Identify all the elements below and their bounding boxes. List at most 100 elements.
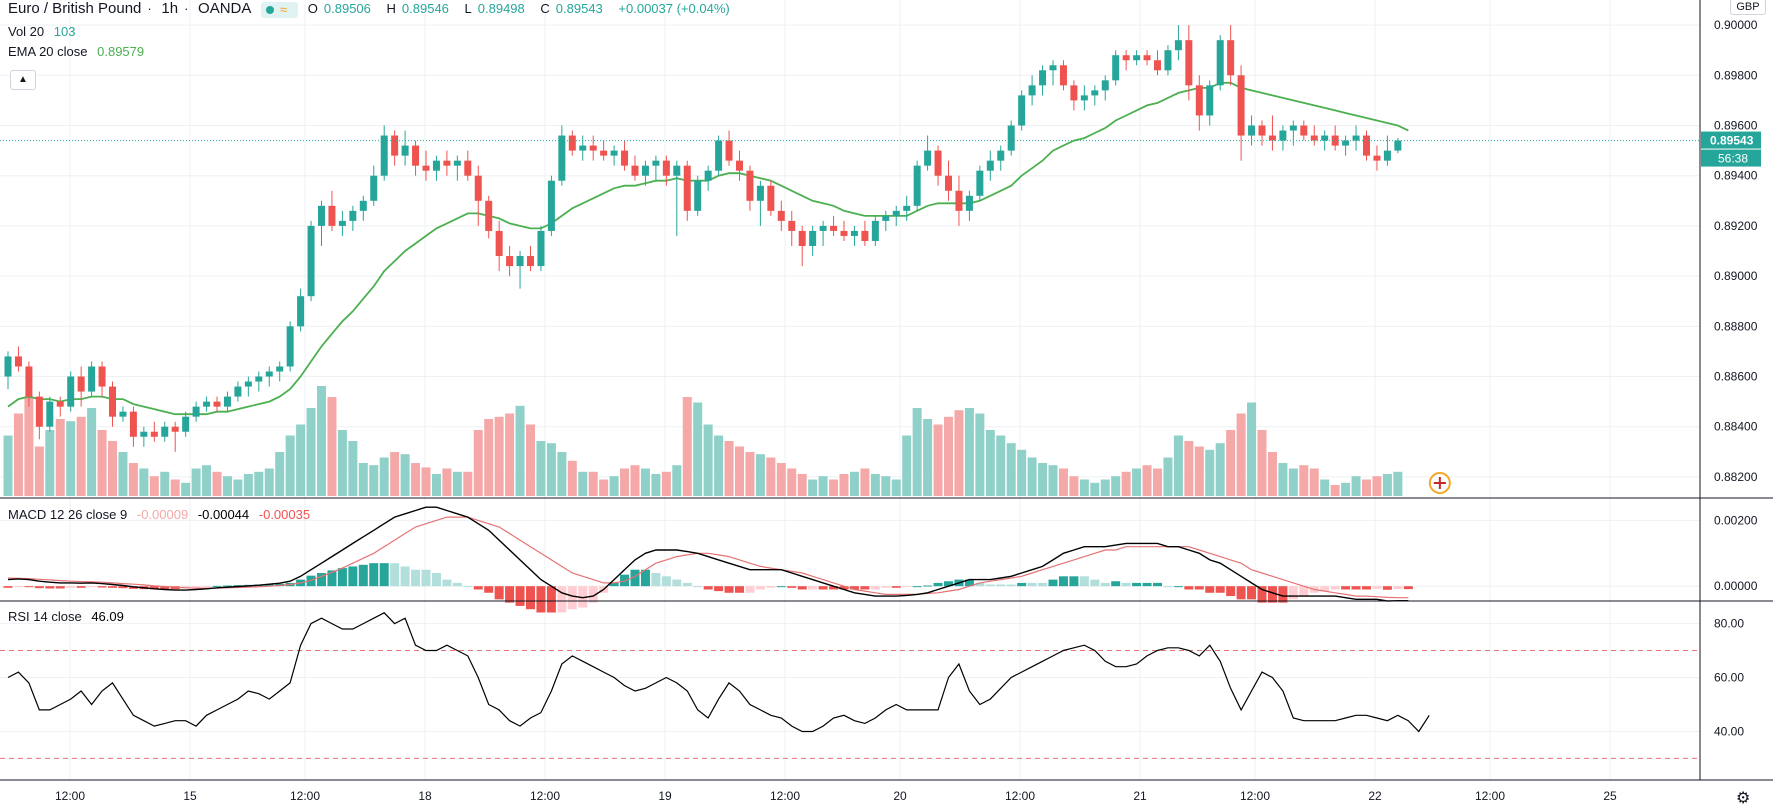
candle-body[interactable] [150, 431, 158, 437]
candle-body[interactable] [1070, 85, 1078, 101]
volume-bar[interactable] [66, 421, 76, 496]
volume-bar[interactable] [703, 424, 713, 497]
macd-histogram-bar[interactable] [609, 582, 619, 587]
candle-body[interactable] [453, 160, 461, 166]
volume-bar[interactable] [933, 424, 943, 497]
collapse-legend-button[interactable]: ▲ [10, 70, 36, 90]
candle-body[interactable] [997, 150, 1005, 161]
volume-bar[interactable] [870, 474, 880, 496]
candle-body[interactable] [1164, 50, 1172, 71]
candle-body[interactable] [370, 175, 378, 201]
candle-body[interactable] [1321, 135, 1329, 141]
volume-bar[interactable] [473, 430, 483, 496]
candle-body[interactable] [641, 165, 649, 176]
macd-histogram-bar[interactable] [1362, 586, 1371, 590]
candle-body[interactable] [683, 165, 691, 211]
macd-histogram-bar[interactable] [682, 582, 692, 587]
candle-body[interactable] [56, 401, 64, 407]
volume-bar[interactable] [1017, 449, 1027, 496]
macd-histogram-bar[interactable] [306, 575, 316, 587]
volume-bar[interactable] [891, 479, 901, 497]
volume-bar[interactable] [557, 452, 567, 496]
volume-bar[interactable] [108, 441, 117, 496]
macd-histogram-bar[interactable] [912, 586, 922, 588]
candle-body[interactable] [1227, 40, 1235, 76]
macd-histogram-bar[interactable] [13, 586, 23, 588]
macd-histogram-bar[interactable] [578, 586, 588, 608]
candle-body[interactable] [1101, 80, 1109, 91]
macd-histogram-bar[interactable] [24, 586, 34, 588]
symbol-name[interactable]: Euro / British Pound [8, 0, 142, 17]
macd-histogram-bar[interactable] [149, 586, 159, 590]
volume-bar[interactable] [1309, 468, 1319, 497]
volume-bar[interactable] [275, 452, 285, 496]
candle-body[interactable] [840, 230, 848, 236]
candle-body[interactable] [203, 401, 211, 407]
candle-body[interactable] [1248, 125, 1256, 136]
candle-body[interactable] [443, 160, 451, 166]
volume-bar[interactable] [1299, 465, 1309, 496]
macd-signal-line[interactable] [7, 516, 1409, 599]
volume-bar[interactable] [452, 471, 462, 496]
candle-body[interactable] [965, 195, 973, 211]
macd-histogram-bar[interactable] [849, 586, 859, 590]
candle-body[interactable] [934, 150, 942, 176]
volume-bar[interactable] [1330, 485, 1340, 496]
volume-bar[interactable] [515, 405, 525, 496]
macd-histogram-bar[interactable] [191, 586, 201, 588]
macd-histogram-bar[interactable] [264, 584, 274, 587]
macd-histogram-bar[interactable] [118, 586, 128, 589]
volume-bar[interactable] [222, 476, 232, 496]
volume-bar[interactable] [505, 413, 515, 497]
volume-bar[interactable] [1215, 443, 1225, 496]
candle-body[interactable] [1122, 55, 1130, 61]
macd-histogram-bar[interactable] [358, 564, 368, 587]
volume-bar[interactable] [1006, 443, 1016, 496]
candle-body[interactable] [422, 165, 430, 171]
macd-histogram-bar[interactable] [996, 584, 1006, 587]
candle-body[interactable] [380, 135, 388, 176]
volume-bar[interactable] [672, 465, 682, 496]
candle-body[interactable] [297, 296, 305, 327]
volume-bar[interactable] [1226, 430, 1236, 496]
volume-bar[interactable] [620, 468, 630, 497]
macd-histogram-bar[interactable] [672, 579, 682, 587]
macd-histogram-bar[interactable] [369, 563, 379, 587]
volume-bar[interactable] [1341, 482, 1351, 496]
candle-body[interactable] [349, 210, 357, 221]
volume-bar[interactable] [1142, 465, 1152, 496]
rsi-pane[interactable] [0, 612, 1700, 759]
volume-bar[interactable] [97, 430, 107, 496]
volume-bar[interactable] [776, 463, 786, 496]
candle-body[interactable] [1007, 125, 1015, 151]
volume-legend[interactable]: Vol 20 103 [8, 24, 81, 39]
volume-bar[interactable] [494, 416, 504, 496]
macd-histogram-bar[interactable] [797, 586, 807, 590]
candle-body[interactable] [1342, 140, 1350, 146]
volume-bar[interactable] [902, 435, 912, 497]
candle-body[interactable] [171, 426, 179, 432]
candle-body[interactable] [976, 170, 984, 196]
macd-histogram-bar[interactable] [1153, 582, 1162, 587]
macd-histogram-bar[interactable] [588, 586, 598, 603]
macd-histogram-bar[interactable] [327, 570, 337, 587]
macd-histogram-bar[interactable] [829, 586, 839, 590]
volume-bar[interactable] [400, 454, 410, 496]
volume-bar[interactable] [34, 446, 44, 497]
macd-histogram-bar[interactable] [964, 579, 974, 587]
volume-bar[interactable] [1278, 463, 1288, 496]
candle-body[interactable] [129, 411, 137, 437]
candle-body[interactable] [14, 356, 22, 367]
macd-histogram-bar[interactable] [3, 586, 13, 588]
macd-histogram-bar[interactable] [536, 586, 546, 613]
volume-bar[interactable] [578, 471, 588, 496]
macd-histogram-bar[interactable] [620, 574, 630, 587]
macd-histogram-bar[interactable] [431, 573, 441, 587]
volume-bar[interactable] [1163, 457, 1173, 497]
candle-body[interactable] [474, 175, 482, 201]
volume-bar[interactable] [463, 471, 473, 496]
candle-body[interactable] [798, 230, 806, 246]
candle-body[interactable] [777, 210, 785, 221]
volume-bar[interactable] [1121, 471, 1131, 496]
volume-bar[interactable] [651, 474, 661, 496]
